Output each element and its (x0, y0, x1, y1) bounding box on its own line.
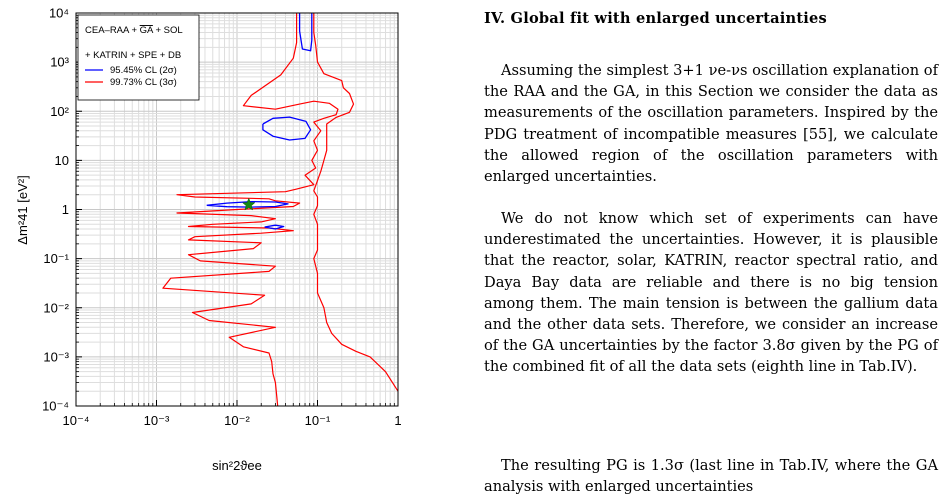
contour-2sigma-1 (298, 13, 313, 52)
y-tick-label: 10⁻¹ (43, 251, 69, 266)
y-tick-label: 10² (50, 104, 69, 119)
legend-box (77, 14, 200, 101)
y-tick-label: 10⁻⁴ (42, 399, 69, 414)
contour-2sigma-2 (262, 116, 312, 141)
y-axis-label: Δm²41 [eV²] (15, 175, 30, 244)
y-tick-label: 10³ (50, 55, 69, 70)
x-tick-label: 10⁻² (224, 413, 250, 428)
text-column: IV. Global fit with enlarged uncertainti… (484, 0, 938, 498)
y-tick-label: 10⁻² (43, 300, 69, 315)
contour-plot: 10⁻⁴ 10⁻³ 10⁻² 10⁻¹ 1 10⁻⁴ 10⁻³ 10⁻² 10⁻¹ 1 10 10² 1… (15, 6, 402, 474)
x-tick-label: 10⁻³ (144, 413, 170, 428)
y-tick-label: 10 (55, 153, 69, 168)
svg-text:Δm²41 [eV²]: Δm²41 [eV²] (15, 175, 30, 244)
paragraph-3: The resulting PG is 1.3σ (last line in T… (484, 457, 938, 496)
legend-title-line2: + KATRIN + SPE + DB (85, 50, 181, 61)
contour-3sigma-left (162, 13, 339, 406)
x-tick-label: 10⁻⁴ (63, 413, 90, 428)
contour-3sigma-right (313, 13, 398, 392)
contour-2sigma-4 (264, 224, 285, 230)
x-tick-label: 1 (394, 413, 401, 428)
y-tick-label: 10⁴ (49, 6, 69, 21)
legend: CEA–RAA + GA + SOL + KATRIN + SPE + DB 9… (77, 14, 200, 101)
curves-group (162, 13, 398, 406)
legend-title-line1: CEA–RAA + GA + SOL (85, 25, 183, 36)
legend-label-2sigma: 95.45% CL (2σ) (110, 65, 177, 76)
plot-frame (75, 12, 399, 407)
section-heading: IV. Global fit with enlarged uncertainti… (484, 10, 827, 27)
y-tick-label: 10⁻³ (43, 349, 69, 364)
contour-figure: 10⁻⁴ 10⁻³ 10⁻² 10⁻¹ 1 10⁻⁴ 10⁻³ 10⁻² 10⁻¹ 1 10 10² 1… (0, 0, 460, 498)
y-tick-label: 1 (62, 202, 69, 217)
paragraph-1: Assuming the simplest 3+1 νe-νs oscillat… (484, 62, 938, 186)
contour-2sigma-3 (206, 200, 289, 208)
x-axis-label: sin²2ϑee (212, 458, 262, 473)
best-fit-star-icon (241, 197, 256, 211)
svg-text:sin²2ϑee: sin²2ϑee (212, 458, 262, 473)
paragraph-2: We do not know which set of experiments … (484, 210, 938, 376)
legend-label-3sigma: 99.73% CL (3σ) (110, 77, 177, 88)
x-tick-label: 10⁻¹ (305, 413, 331, 428)
